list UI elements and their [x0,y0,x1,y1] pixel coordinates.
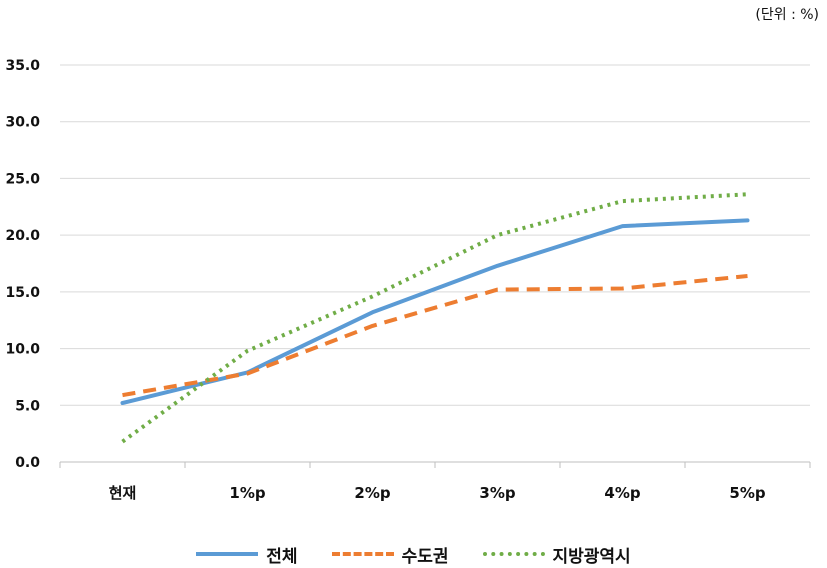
x-tick-label: 현재 [109,484,137,502]
x-tick-label: 1%p [229,484,265,502]
legend-item-metro-cities: 지방광역시 [482,542,631,567]
y-tick-label: 20.0 [5,228,40,244]
series-line-3 [121,192,748,444]
legend-item-capital-area: 수도권 [331,542,449,567]
x-tick-label: 3%p [479,484,515,502]
x-tick-label: 4%p [604,484,640,502]
legend-swatch-solid [196,552,259,556]
legend-item-total: 전체 [196,542,298,567]
legend-swatch-dashed [331,552,394,556]
legend-label-capital-area: 수도권 [401,546,449,567]
legend-label-metro-cities: 지방광역시 [552,546,631,567]
y-tick-label: 30.0 [5,115,40,131]
series-line-2 [122,274,748,398]
y-tick-label: 25.0 [5,171,40,187]
legend-label-total: 전체 [266,546,298,567]
axes: 0.0 5.0 10.0 15.0 20.0 25.0 30.0 35.0 현재 1%p 2%p 3%… [5,58,811,502]
legend-swatch-dotted [482,552,545,556]
y-tick-label: 0.0 [15,455,40,471]
legend: 전체 수도권 지방광역시 [0,540,827,568]
series-lines [120,192,750,444]
y-tick-label: 5.0 [15,398,40,414]
x-tick-label: 2%p [354,484,390,502]
y-tick-label: 15.0 [5,285,40,301]
y-tick-label: 35.0 [5,58,40,74]
y-tick-label: 10.0 [5,342,40,358]
unit-label: (단위 : %) [755,7,819,23]
gridlines [60,64,810,406]
x-tick-label: 5%p [729,484,765,502]
